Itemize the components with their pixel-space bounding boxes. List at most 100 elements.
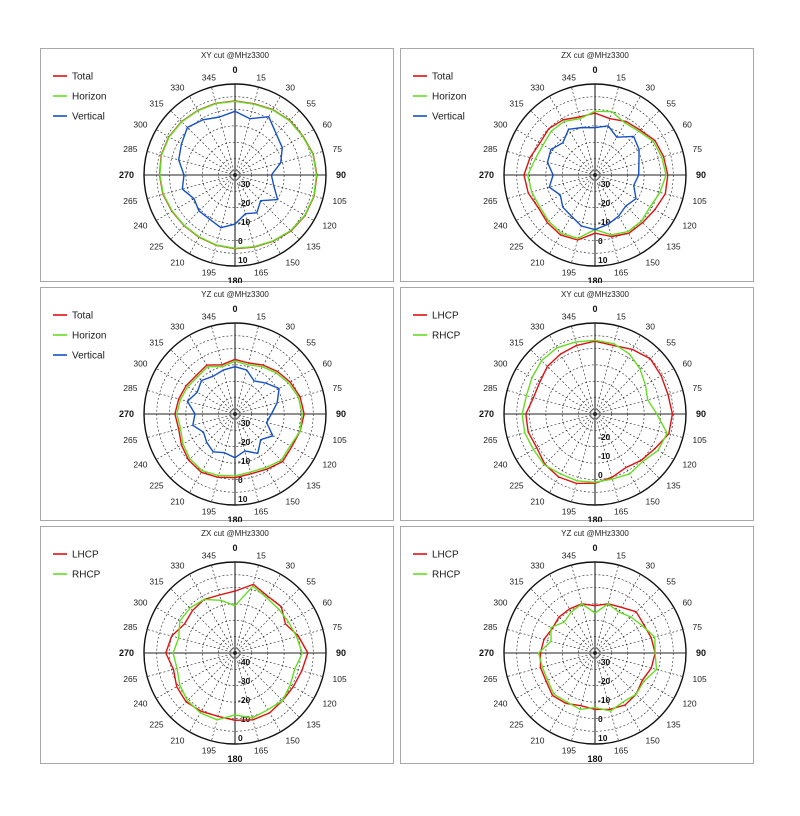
angle-label: 30 bbox=[646, 322, 656, 332]
angle-label: 210 bbox=[170, 257, 184, 267]
angle-label: 15 bbox=[616, 311, 626, 321]
grid-spoke bbox=[234, 129, 314, 176]
grid-spoke bbox=[507, 174, 596, 199]
grid-spoke bbox=[594, 174, 683, 199]
grid-spoke bbox=[516, 129, 596, 176]
chart-title: XY cut @MHz3300 bbox=[201, 51, 270, 60]
angle-label: 150 bbox=[286, 735, 300, 745]
chart-panel-1: XY cut @MHz3300 0 15 30 55 60 75 90 105 120 135 150… bbox=[40, 48, 394, 283]
grid-spoke bbox=[507, 413, 596, 438]
angle-label: 75 bbox=[693, 144, 703, 154]
angle-label: 55 bbox=[306, 338, 316, 348]
grid-spoke bbox=[594, 413, 641, 493]
grid-spoke bbox=[594, 174, 660, 240]
grid-spoke bbox=[507, 390, 596, 415]
angle-label: 0 bbox=[592, 304, 597, 314]
angle-label: 330 bbox=[530, 83, 544, 93]
angle-label: 0 bbox=[592, 543, 597, 553]
angle-label: 345 bbox=[202, 311, 216, 321]
grid-spoke bbox=[189, 174, 236, 254]
legend-label-vertical: Vertical bbox=[72, 112, 105, 123]
angle-label: 30 bbox=[646, 83, 656, 93]
angle-label: 330 bbox=[170, 322, 184, 332]
angle-label: 315 bbox=[509, 338, 523, 348]
grid-spoke bbox=[234, 652, 323, 677]
ring-label: 10 bbox=[238, 494, 248, 504]
angle-label: 330 bbox=[170, 561, 184, 571]
angle-label: 240 bbox=[493, 221, 507, 231]
grid-spoke bbox=[234, 413, 314, 460]
angle-label: 30 bbox=[286, 561, 296, 571]
angle-label: 120 bbox=[682, 699, 696, 709]
angle-label: 15 bbox=[256, 550, 266, 560]
grid-spoke bbox=[234, 413, 259, 502]
angle-label: 90 bbox=[336, 648, 346, 658]
grid-spoke bbox=[170, 588, 236, 654]
grid-spoke bbox=[594, 588, 660, 654]
grid-spoke bbox=[234, 96, 281, 176]
angle-label: 135 bbox=[666, 241, 680, 251]
angle-label: 225 bbox=[149, 480, 163, 490]
ring-label: -10 bbox=[238, 217, 251, 227]
angle-label: 265 bbox=[123, 674, 137, 684]
grid-spoke bbox=[147, 413, 236, 438]
ring-label: 0 bbox=[238, 733, 243, 743]
angle-label: 55 bbox=[306, 577, 316, 587]
angle-label: 270 bbox=[119, 409, 134, 419]
chart-panel-2: ZX cut @MHz3300 0 15 30 55 60 75 90 105 120 135 150… bbox=[400, 48, 754, 283]
angle-label: 285 bbox=[483, 383, 497, 393]
grid-spoke bbox=[594, 174, 619, 263]
angle-label: 55 bbox=[306, 99, 316, 109]
angle-label: 240 bbox=[493, 460, 507, 470]
angle-label: 30 bbox=[286, 322, 296, 332]
ring-label: 0 bbox=[598, 236, 603, 246]
angle-label: 210 bbox=[530, 257, 544, 267]
grid-spoke bbox=[516, 413, 596, 460]
grid-spoke bbox=[170, 174, 236, 240]
grid-spoke bbox=[594, 652, 683, 677]
grid-spoke bbox=[156, 413, 236, 460]
ring-label: 0 bbox=[598, 470, 603, 480]
grid-spoke bbox=[594, 174, 674, 221]
ring-label: -30 bbox=[598, 179, 611, 189]
grid-spoke bbox=[549, 96, 596, 176]
angle-label: 150 bbox=[286, 496, 300, 506]
grid-spoke bbox=[234, 574, 281, 654]
grid-spoke bbox=[594, 390, 683, 415]
grid-spoke bbox=[156, 174, 236, 221]
grid-spoke bbox=[147, 652, 236, 677]
grid-spoke bbox=[594, 335, 641, 415]
angle-label: 315 bbox=[149, 577, 163, 587]
grid-spoke bbox=[571, 87, 596, 176]
grid-spoke bbox=[594, 110, 660, 176]
grid-spoke bbox=[147, 151, 236, 176]
grid-spoke bbox=[516, 174, 596, 221]
angle-label: 240 bbox=[133, 699, 147, 709]
angle-label: 300 bbox=[493, 120, 507, 130]
grid-spoke bbox=[170, 413, 236, 479]
grid-spoke bbox=[211, 174, 236, 263]
angle-label: 240 bbox=[133, 460, 147, 470]
angle-label: 195 bbox=[562, 507, 576, 517]
ring-label: -20 bbox=[238, 198, 251, 208]
ring-label: -20 bbox=[598, 198, 611, 208]
angle-label: 60 bbox=[322, 598, 332, 608]
grid-spoke bbox=[594, 96, 641, 176]
grid-spoke bbox=[234, 335, 281, 415]
angle-label: 75 bbox=[333, 144, 343, 154]
angle-label: 60 bbox=[682, 598, 692, 608]
angle-label: 135 bbox=[306, 241, 320, 251]
angle-label: 300 bbox=[133, 359, 147, 369]
angle-label: 105 bbox=[693, 674, 707, 684]
angle-label: 345 bbox=[562, 72, 576, 82]
grid-spoke bbox=[516, 607, 596, 654]
angle-label: 195 bbox=[202, 507, 216, 517]
grid-spoke bbox=[234, 174, 300, 240]
angle-label: 265 bbox=[483, 435, 497, 445]
angle-label: 165 bbox=[254, 507, 268, 517]
grid-spoke bbox=[594, 629, 683, 654]
ring-label: 10 bbox=[238, 255, 248, 265]
